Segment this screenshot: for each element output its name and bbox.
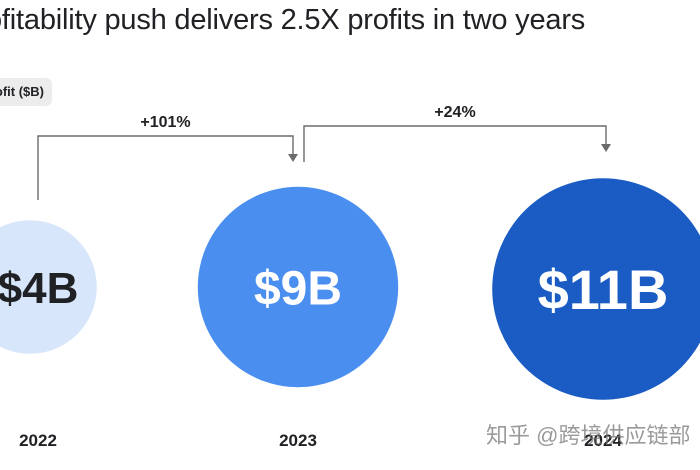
bubble-2022 xyxy=(0,220,97,354)
category-label-2022: 2022 xyxy=(19,431,57,450)
value-label-2023: $9B xyxy=(254,262,342,315)
growth-label-2: +24% xyxy=(434,104,475,121)
bubble-2024 xyxy=(492,178,700,400)
growth-label-1: +101% xyxy=(140,114,190,131)
unit-label: ofit ($B) xyxy=(0,78,52,106)
growth-arrowhead-2 xyxy=(601,144,611,152)
growth-bracket-2 xyxy=(303,125,607,162)
value-label-2024: $11B xyxy=(538,258,669,321)
chart-title: ofitability push delivers 2.5X profits i… xyxy=(0,4,586,36)
bubble-2023 xyxy=(197,186,399,388)
category-label-2023: 2023 xyxy=(279,431,317,450)
category-label-2024: 2024 xyxy=(584,431,622,450)
watermark: 知乎 @跨境供应链部 xyxy=(486,423,691,448)
growth-bracket-1 xyxy=(37,135,294,200)
growth-arrowhead-1 xyxy=(288,154,298,162)
value-label-2022: $4B xyxy=(0,264,78,313)
